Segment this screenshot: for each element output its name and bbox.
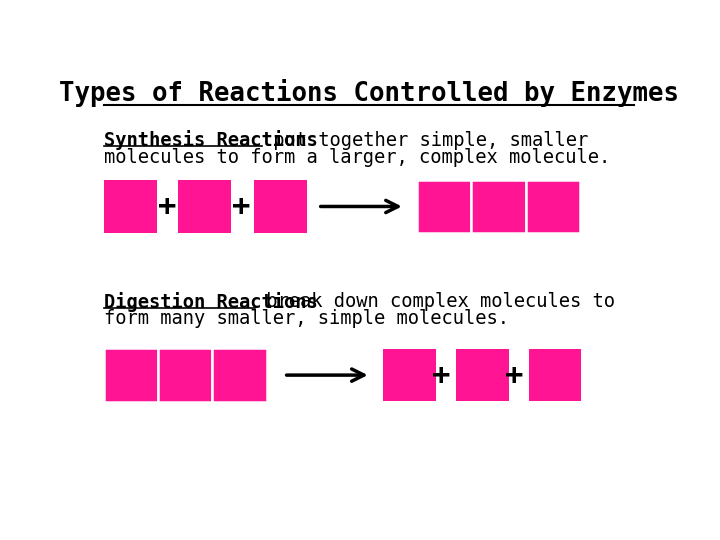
Text: +: +: [432, 361, 450, 390]
Text: +: +: [232, 192, 251, 221]
FancyBboxPatch shape: [383, 349, 436, 401]
Text: put together simple, smaller: put together simple, smaller: [262, 131, 588, 150]
Text: break down complex molecules to: break down complex molecules to: [255, 293, 615, 312]
FancyBboxPatch shape: [179, 180, 231, 233]
FancyBboxPatch shape: [212, 348, 266, 402]
FancyBboxPatch shape: [104, 180, 157, 233]
FancyBboxPatch shape: [254, 180, 307, 233]
Text: +: +: [505, 361, 523, 390]
FancyBboxPatch shape: [417, 179, 472, 233]
FancyBboxPatch shape: [158, 348, 212, 402]
Text: Synthesis Reactions: Synthesis Reactions: [104, 130, 318, 150]
FancyBboxPatch shape: [472, 179, 526, 233]
Text: molecules to form a larger, complex molecule.: molecules to form a larger, complex mole…: [104, 148, 611, 167]
FancyBboxPatch shape: [456, 349, 508, 401]
FancyBboxPatch shape: [526, 179, 580, 233]
FancyBboxPatch shape: [528, 349, 581, 401]
Text: +: +: [158, 192, 176, 221]
Text: Types of Reactions Controlled by Enzymes: Types of Reactions Controlled by Enzymes: [59, 78, 679, 106]
FancyBboxPatch shape: [104, 348, 158, 402]
Text: Digestion Reactions: Digestion Reactions: [104, 292, 318, 312]
Text: form many smaller, simple molecules.: form many smaller, simple molecules.: [104, 309, 509, 328]
